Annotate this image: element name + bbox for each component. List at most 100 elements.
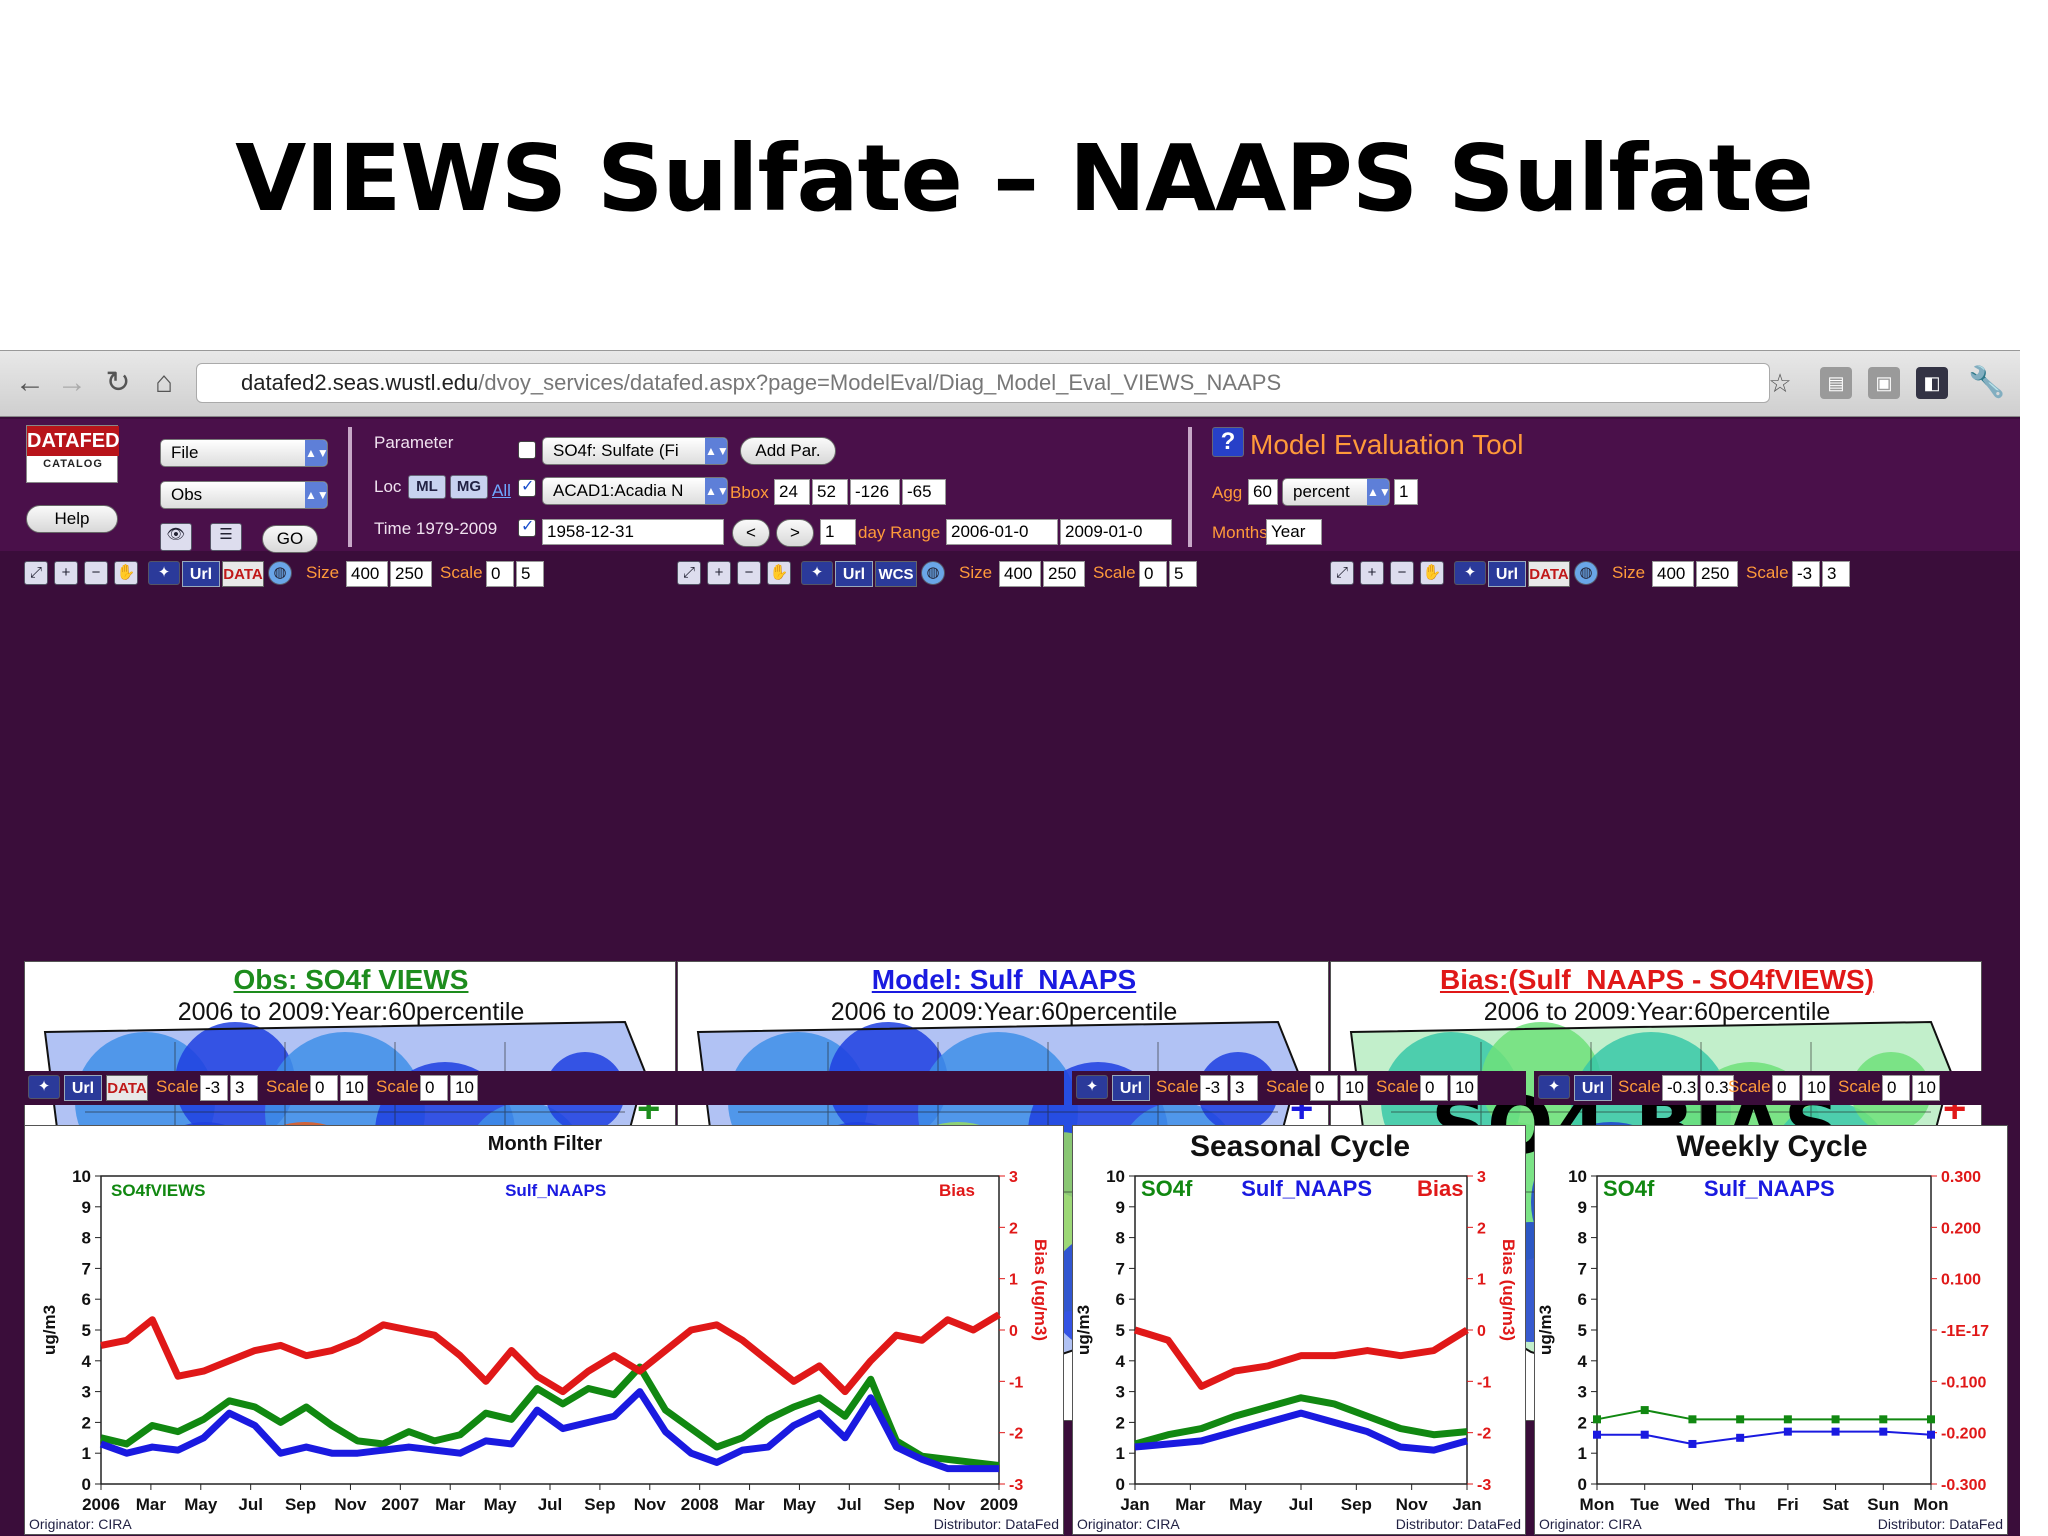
zoom-extent-icon[interactable]: ⤢	[1330, 561, 1354, 585]
pan-hand-icon[interactable]: ✋	[114, 561, 138, 585]
size-height-input[interactable]: 250	[390, 561, 432, 587]
obs-select[interactable]: Obs ▲▼	[160, 481, 328, 509]
extension-tag-icon[interactable]: ▤	[1820, 367, 1852, 399]
scale-min-input[interactable]: -3	[200, 1075, 228, 1101]
help-button[interactable]: Help	[26, 505, 118, 533]
bbox-east-input[interactable]: -65	[902, 479, 946, 505]
loc-mg-button[interactable]: MG	[450, 475, 488, 499]
data-button[interactable]: DATA	[106, 1075, 148, 1101]
zoom-in-icon[interactable]: +	[54, 561, 78, 585]
zoom-in-icon[interactable]: +	[1360, 561, 1384, 585]
scale-min-input[interactable]: 0	[1772, 1075, 1800, 1101]
scale-max-input[interactable]: 10	[1340, 1075, 1368, 1101]
reload-icon[interactable]: ↻	[105, 366, 131, 399]
scale-max-input[interactable]: 10	[1912, 1075, 1940, 1101]
file-select[interactable]: File ▲▼	[160, 439, 328, 467]
parameter-select[interactable]: SO4f: Sulfate (Fi ▲▼	[542, 437, 728, 465]
url-button[interactable]: Url	[182, 561, 220, 587]
zoom-extent-icon[interactable]: ⤢	[24, 561, 48, 585]
scale-max-input[interactable]: 10	[450, 1075, 478, 1101]
wrench-icon[interactable]: 🔧	[1968, 366, 2006, 399]
help-question-icon[interactable]: ?	[1212, 427, 1244, 457]
size-width-input[interactable]: 400	[346, 561, 388, 587]
data-format-button[interactable]: WCS	[875, 561, 917, 587]
agg-unit-select[interactable]: percent ▲▼	[1282, 478, 1390, 506]
agg-n-input[interactable]: 1	[1394, 479, 1418, 505]
loc-checkbox[interactable]	[518, 476, 536, 497]
pan-hand-icon[interactable]: ✋	[767, 561, 791, 585]
go-button[interactable]: GO	[262, 525, 318, 553]
home-icon[interactable]: ⌂	[154, 366, 174, 399]
zoom-out-icon[interactable]: −	[737, 561, 761, 585]
scale-max-input[interactable]: 3	[1230, 1075, 1258, 1101]
url-button[interactable]: Url	[1574, 1075, 1612, 1101]
time-input[interactable]: 1958-12-31	[542, 519, 724, 545]
scale-max-input[interactable]: 3	[1822, 561, 1850, 587]
bookmark-star-icon[interactable]: ☆	[1768, 368, 1792, 398]
data-format-button[interactable]: DATA	[222, 561, 264, 587]
url-button[interactable]: Url	[1488, 561, 1526, 587]
zoom-extent-icon[interactable]: ⤢	[677, 561, 701, 585]
extension-puzzle-icon[interactable]: ▣	[1868, 367, 1900, 399]
bbox-west-input[interactable]: -126	[850, 479, 900, 505]
months-input[interactable]: Year	[1266, 519, 1322, 545]
network-icon[interactable]: ✦	[148, 561, 180, 585]
url-button[interactable]: Url	[64, 1075, 102, 1101]
scale-min-input[interactable]: 0	[310, 1075, 338, 1101]
network-icon[interactable]: ✦	[1538, 1075, 1570, 1099]
network-icon[interactable]: ✦	[1454, 561, 1486, 585]
url-button[interactable]: Url	[835, 561, 873, 587]
bbox-north-input[interactable]: 52	[812, 479, 848, 505]
data-format-button[interactable]: DATA	[1528, 561, 1570, 587]
network-icon[interactable]: ✦	[28, 1075, 60, 1099]
time-series-chart[interactable]: 10 9 8 7 6 5 4 3 2 1 0 3 2 1 0 -1 -2 -3 Jan Mar May Jul Sep Nov…	[1072, 1125, 1526, 1535]
datafed-logo[interactable]: DATAFED CATALOG	[26, 425, 120, 483]
forward-icon[interactable]: →	[57, 366, 87, 399]
scale-min-input[interactable]: 0	[1420, 1075, 1448, 1101]
time-prev-button[interactable]: <	[732, 519, 770, 547]
network-icon[interactable]: ✦	[801, 561, 833, 585]
time-series-chart[interactable]: 10 9 8 7 6 5 4 3 2 1 0 0.300 0.200 0.100 -1E-17 -0.100-…	[1534, 1125, 2008, 1535]
time-checkbox[interactable]	[518, 516, 536, 537]
scale-min-input[interactable]: -0.3	[1662, 1075, 1698, 1101]
loc-ml-button[interactable]: ML	[408, 475, 446, 499]
scale-max-input[interactable]: 0.3	[1700, 1075, 1734, 1101]
size-width-input[interactable]: 400	[999, 561, 1041, 587]
url-button[interactable]: Url	[1112, 1075, 1150, 1101]
zoom-out-icon[interactable]: −	[1390, 561, 1414, 585]
location-select[interactable]: ACAD1:Acadia N ▲▼	[542, 477, 728, 505]
scale-max-input[interactable]: 5	[1169, 561, 1197, 587]
time-step-input[interactable]: 1	[820, 519, 856, 545]
size-height-input[interactable]: 250	[1696, 561, 1738, 587]
zoom-in-icon[interactable]: +	[707, 561, 731, 585]
back-icon[interactable]: ←	[15, 366, 45, 399]
range-end-input[interactable]: 2009-01-0	[1060, 519, 1172, 545]
agg-input[interactable]: 60	[1248, 479, 1278, 505]
scale-min-input[interactable]: 0	[1139, 561, 1167, 587]
eye-icon[interactable]: 👁	[160, 523, 192, 551]
add-parameter-button[interactable]: Add Par.	[740, 437, 836, 465]
size-width-input[interactable]: 400	[1652, 561, 1694, 587]
parameter-checkbox[interactable]	[518, 441, 536, 459]
scale-max-input[interactable]: 3	[230, 1075, 258, 1101]
globe-icon[interactable]: ◍	[268, 561, 292, 585]
globe-icon[interactable]: ◍	[921, 561, 945, 585]
globe-icon[interactable]: ◍	[1574, 561, 1598, 585]
size-height-input[interactable]: 250	[1043, 561, 1085, 587]
network-icon[interactable]: ✦	[1076, 1075, 1108, 1099]
scale-min-input[interactable]: -3	[1792, 561, 1820, 587]
time-series-chart[interactable]: 10 9 8 7 6 5 4 3 2 1 0 3 2 1 0 -1 -2 -3 2006 Mar May Jul Sep No…	[24, 1125, 1064, 1535]
scale-max-input[interactable]: 5	[516, 561, 544, 587]
scale-min-input[interactable]: 0	[1310, 1075, 1338, 1101]
scale-max-input[interactable]: 10	[340, 1075, 368, 1101]
scale-min-input[interactable]: 0	[486, 561, 514, 587]
bbox-south-input[interactable]: 24	[774, 479, 810, 505]
zoom-out-icon[interactable]: −	[84, 561, 108, 585]
scale-min-input[interactable]: -3	[1200, 1075, 1228, 1101]
pan-hand-icon[interactable]: ✋	[1420, 561, 1444, 585]
scale-min-input[interactable]: 0	[420, 1075, 448, 1101]
extension-delicious-icon[interactable]: ◧	[1916, 367, 1948, 399]
range-start-input[interactable]: 2006-01-0	[946, 519, 1058, 545]
scale-max-input[interactable]: 10	[1802, 1075, 1830, 1101]
scale-min-input[interactable]: 0	[1882, 1075, 1910, 1101]
